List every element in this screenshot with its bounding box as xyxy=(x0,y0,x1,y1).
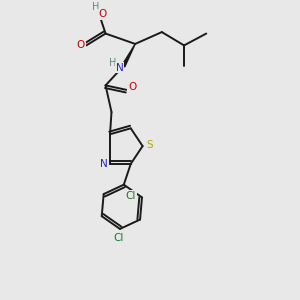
Polygon shape xyxy=(122,44,135,67)
Text: Cl: Cl xyxy=(126,191,136,201)
Text: H: H xyxy=(109,58,117,68)
Text: O: O xyxy=(128,82,136,92)
Text: S: S xyxy=(147,140,153,150)
Text: Cl: Cl xyxy=(113,233,124,243)
Text: H: H xyxy=(92,2,100,13)
Text: N: N xyxy=(100,159,107,169)
Text: O: O xyxy=(77,40,85,50)
Text: N: N xyxy=(116,63,124,73)
Text: O: O xyxy=(98,9,106,19)
